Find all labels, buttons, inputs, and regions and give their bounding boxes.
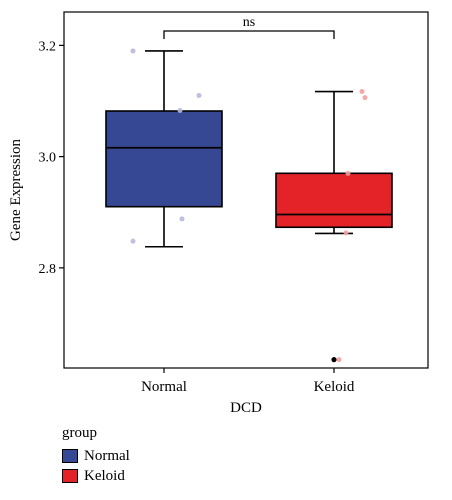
jitter-point-keloid: [343, 230, 349, 236]
jitter-point-keloid: [336, 357, 342, 363]
y-tick-label: 3.2: [39, 39, 57, 54]
y-tick-label: 2.8: [39, 262, 57, 277]
x-tick-label: Keloid: [314, 379, 355, 395]
legend-item-keloid: Keloid: [62, 466, 130, 486]
x-tick-label: Normal: [141, 379, 187, 395]
legend-item-normal: Normal: [62, 446, 130, 466]
y-axis-title: Gene Expression: [8, 138, 24, 241]
jitter-point-normal: [130, 48, 136, 54]
significance-bracket: [163, 30, 335, 39]
legend-swatch-normal: [62, 449, 78, 463]
jitter-point-normal: [196, 92, 202, 98]
jitter-point-normal: [179, 216, 185, 222]
legend-swatch-keloid: [62, 469, 78, 483]
jitter-point-keloid: [359, 89, 365, 95]
significance-label: ns: [243, 15, 255, 30]
jitter-point-keloid: [362, 95, 368, 101]
y-tick-label: 3.0: [39, 151, 57, 166]
box-normal: [105, 110, 223, 208]
box-keloid: [275, 172, 393, 229]
jitter-point-normal: [130, 238, 136, 244]
jitter-point-keloid: [345, 170, 351, 176]
jitter-point-normal: [177, 107, 183, 113]
legend-title: group: [62, 425, 97, 441]
legend-label-normal: Normal: [84, 447, 130, 464]
x-axis-title: DCD: [230, 400, 262, 416]
outlier-point-keloid: [331, 357, 337, 363]
legend: group Normal Keloid: [62, 425, 130, 486]
legend-label-keloid: Keloid: [84, 467, 125, 484]
